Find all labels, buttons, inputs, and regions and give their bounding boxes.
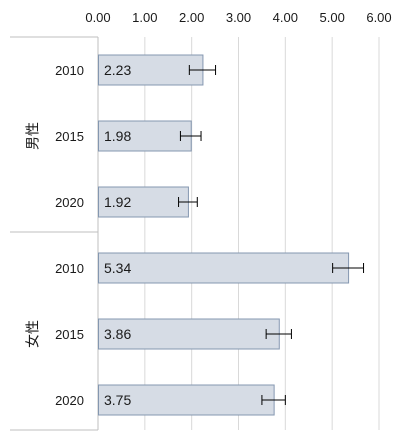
bar — [98, 252, 350, 284]
grid-lines — [144, 37, 380, 430]
x-tick-label: 2.00 — [179, 10, 204, 25]
data-label: 5.34 — [104, 260, 131, 276]
x-tick-label: 3.00 — [226, 10, 251, 25]
x-tick-label: 1.00 — [132, 10, 157, 25]
category-label: 2010 — [55, 261, 84, 276]
data-label: 2.23 — [104, 62, 131, 78]
category-label: 2015 — [55, 327, 84, 342]
x-tick-label: 4.00 — [273, 10, 298, 25]
x-tick-label: 6.00 — [366, 10, 391, 25]
bars — [98, 54, 365, 416]
bar — [98, 186, 189, 218]
data-label: 1.98 — [104, 128, 131, 144]
category-label: 2020 — [55, 195, 84, 210]
group-label: 女性 — [25, 320, 41, 348]
bar — [98, 120, 192, 152]
axis — [10, 36, 99, 431]
category-label: 2010 — [55, 63, 84, 78]
x-tick-label: 0.00 — [85, 10, 110, 25]
category-label: 2020 — [55, 393, 84, 408]
labels: 0.00 1.00 2.00 3.00 4.00 5.00 6.00 2.23 2010 1.98… — [25, 10, 392, 408]
x-tick-label: 5.00 — [320, 10, 345, 25]
category-label: 2015 — [55, 129, 84, 144]
data-label: 3.86 — [104, 326, 131, 342]
data-label: 3.75 — [104, 392, 131, 408]
group-label: 男性 — [25, 122, 41, 150]
data-label: 1.92 — [104, 194, 131, 210]
bar — [98, 318, 280, 350]
